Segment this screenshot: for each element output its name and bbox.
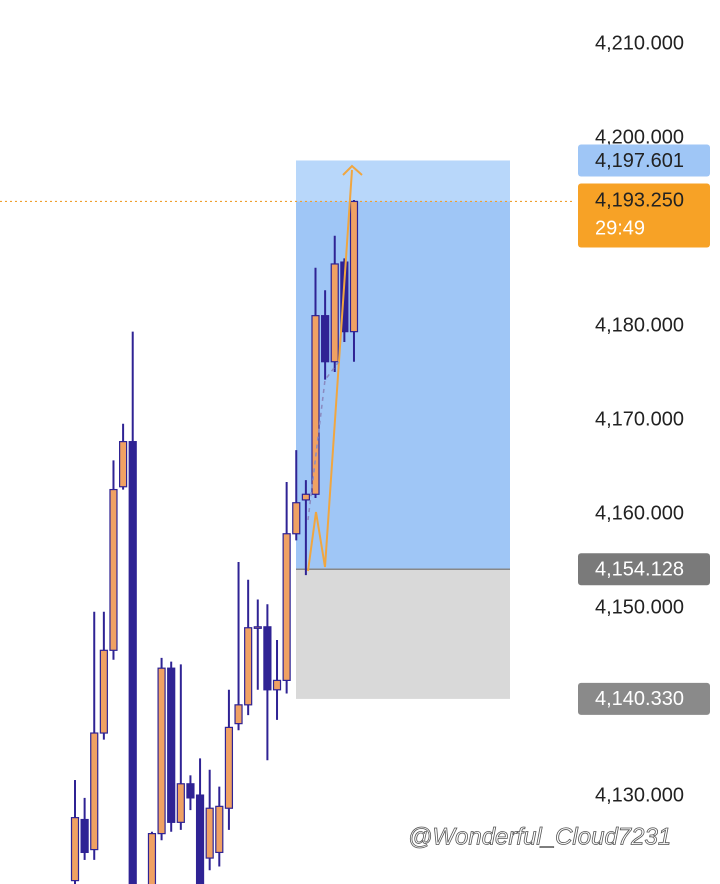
y-tick-label: 4,160.000	[595, 502, 684, 524]
candle-body	[253, 626, 262, 629]
candle-body	[330, 263, 339, 363]
candle-body	[186, 783, 195, 799]
overlay	[307, 164, 363, 572]
candle-body	[157, 667, 166, 835]
target-price-tag-bg	[578, 144, 710, 177]
candle-body	[70, 817, 80, 882]
candle-body	[244, 627, 253, 706]
candle-body	[99, 649, 108, 734]
stop-price-tag-bg	[578, 682, 710, 715]
y-tick-label: 4,180.000	[595, 314, 684, 336]
position-tool	[0, 160, 575, 699]
last-price-tag: 4,193.250	[595, 190, 684, 212]
candle-body	[109, 488, 118, 651]
candle-body	[272, 679, 282, 691]
projection-path	[307, 169, 353, 572]
candle-body	[205, 807, 214, 859]
candle-body	[195, 794, 205, 884]
target-price-tag: 4,197.601	[595, 150, 684, 172]
y-tick-label: 4,130.000	[595, 784, 684, 806]
y-tick-label: 4,210.000	[595, 32, 684, 54]
profit-zone	[296, 160, 510, 570]
loss-zone	[296, 569, 510, 699]
candle-body	[176, 783, 185, 823]
candle-body	[224, 726, 234, 809]
candle-body	[263, 626, 272, 691]
candle-body	[128, 441, 137, 884]
candle-body	[234, 704, 243, 725]
candle-body	[80, 818, 89, 854]
entry-price-tag-bg	[578, 553, 710, 586]
candle-body	[167, 667, 176, 823]
countdown: 29:49	[595, 218, 645, 240]
last-price-tag-bg	[578, 183, 710, 248]
candle-body	[118, 441, 128, 488]
price-axis: 4,210.000 4,200.000 4,180.000 4,170.000 4,16…	[578, 32, 710, 806]
candle-body	[292, 502, 301, 535]
candle-body	[301, 493, 310, 501]
candle-body	[90, 732, 99, 851]
y-tick-label: 4,150.000	[595, 596, 684, 618]
y-tick-label: 4,170.000	[595, 408, 684, 430]
entry-price-tag: 4,154.128	[595, 558, 684, 580]
projection-arrowhead	[342, 164, 363, 176]
y-tick-label: 4,200.000	[595, 126, 684, 148]
candle-body	[215, 805, 224, 854]
candle-body	[147, 833, 157, 884]
candles	[70, 200, 359, 884]
stop-price-tag: 4,140.330	[595, 688, 684, 710]
candle-body	[321, 315, 330, 363]
candle-body	[311, 315, 320, 495]
profit-zone-upper	[296, 160, 510, 202]
candle-body	[282, 533, 291, 681]
watermark: @Wonderful_Cloud7231	[408, 823, 671, 850]
candle-body	[349, 200, 359, 333]
